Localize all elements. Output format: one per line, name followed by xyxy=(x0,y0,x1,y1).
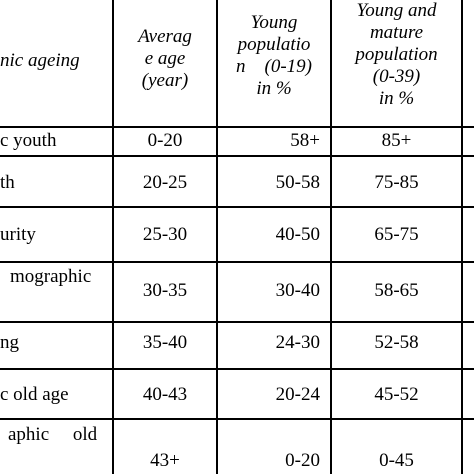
row-divider xyxy=(0,155,474,157)
row-divider xyxy=(0,418,474,420)
young-mature-cell: 45-52 xyxy=(374,384,419,405)
young-mature-cell: 58-65 xyxy=(374,280,419,301)
average-age-cell: 25-30 xyxy=(142,224,188,245)
average-age-cell: 43+ xyxy=(150,450,180,471)
header-stage: nic ageing xyxy=(0,50,80,71)
header-young-population: Young populatio n (0-19) in % xyxy=(236,12,312,99)
young-mature-cell: 85+ xyxy=(381,130,412,151)
average-age-cell: 20-25 xyxy=(142,172,188,193)
young-mature-cell: 75-85 xyxy=(374,172,419,193)
stage-cell: aphic old xyxy=(8,424,98,445)
stage-cell: c old age xyxy=(0,384,69,405)
column-divider xyxy=(461,0,463,474)
young-population-cell: 50-58 xyxy=(275,172,320,193)
stage-cell: mographic xyxy=(10,266,92,287)
row-divider xyxy=(0,368,474,370)
young-population-cell: 0-20 xyxy=(285,450,320,471)
young-population-cell: 24-30 xyxy=(275,332,320,353)
row-divider xyxy=(0,126,474,128)
young-population-cell: 40-50 xyxy=(275,224,320,245)
stage-cell: c youth xyxy=(0,130,57,151)
column-divider xyxy=(112,0,114,474)
young-mature-cell: 0-45 xyxy=(379,450,414,471)
row-divider xyxy=(0,206,474,208)
stage-cell: urity xyxy=(0,224,36,245)
header-average-age: Averag e age (year) xyxy=(138,26,192,91)
young-mature-cell: 52-58 xyxy=(374,332,419,353)
header-young-mature-population: Young and mature population (0-39) in % xyxy=(355,0,438,109)
average-age-cell: 0-20 xyxy=(147,130,183,151)
young-population-cell: 20-24 xyxy=(275,384,320,405)
column-divider xyxy=(216,0,218,474)
young-population-cell: 30-40 xyxy=(275,280,320,301)
average-age-cell: 30-35 xyxy=(142,280,188,301)
young-population-cell: 58+ xyxy=(290,130,320,151)
row-divider xyxy=(0,321,474,323)
column-divider xyxy=(330,0,332,474)
stage-cell: ng xyxy=(0,332,19,353)
average-age-cell: 35-40 xyxy=(142,332,188,353)
average-age-cell: 40-43 xyxy=(142,384,188,405)
young-mature-cell: 65-75 xyxy=(374,224,419,245)
stage-cell: th xyxy=(0,172,15,193)
row-divider xyxy=(0,261,474,263)
